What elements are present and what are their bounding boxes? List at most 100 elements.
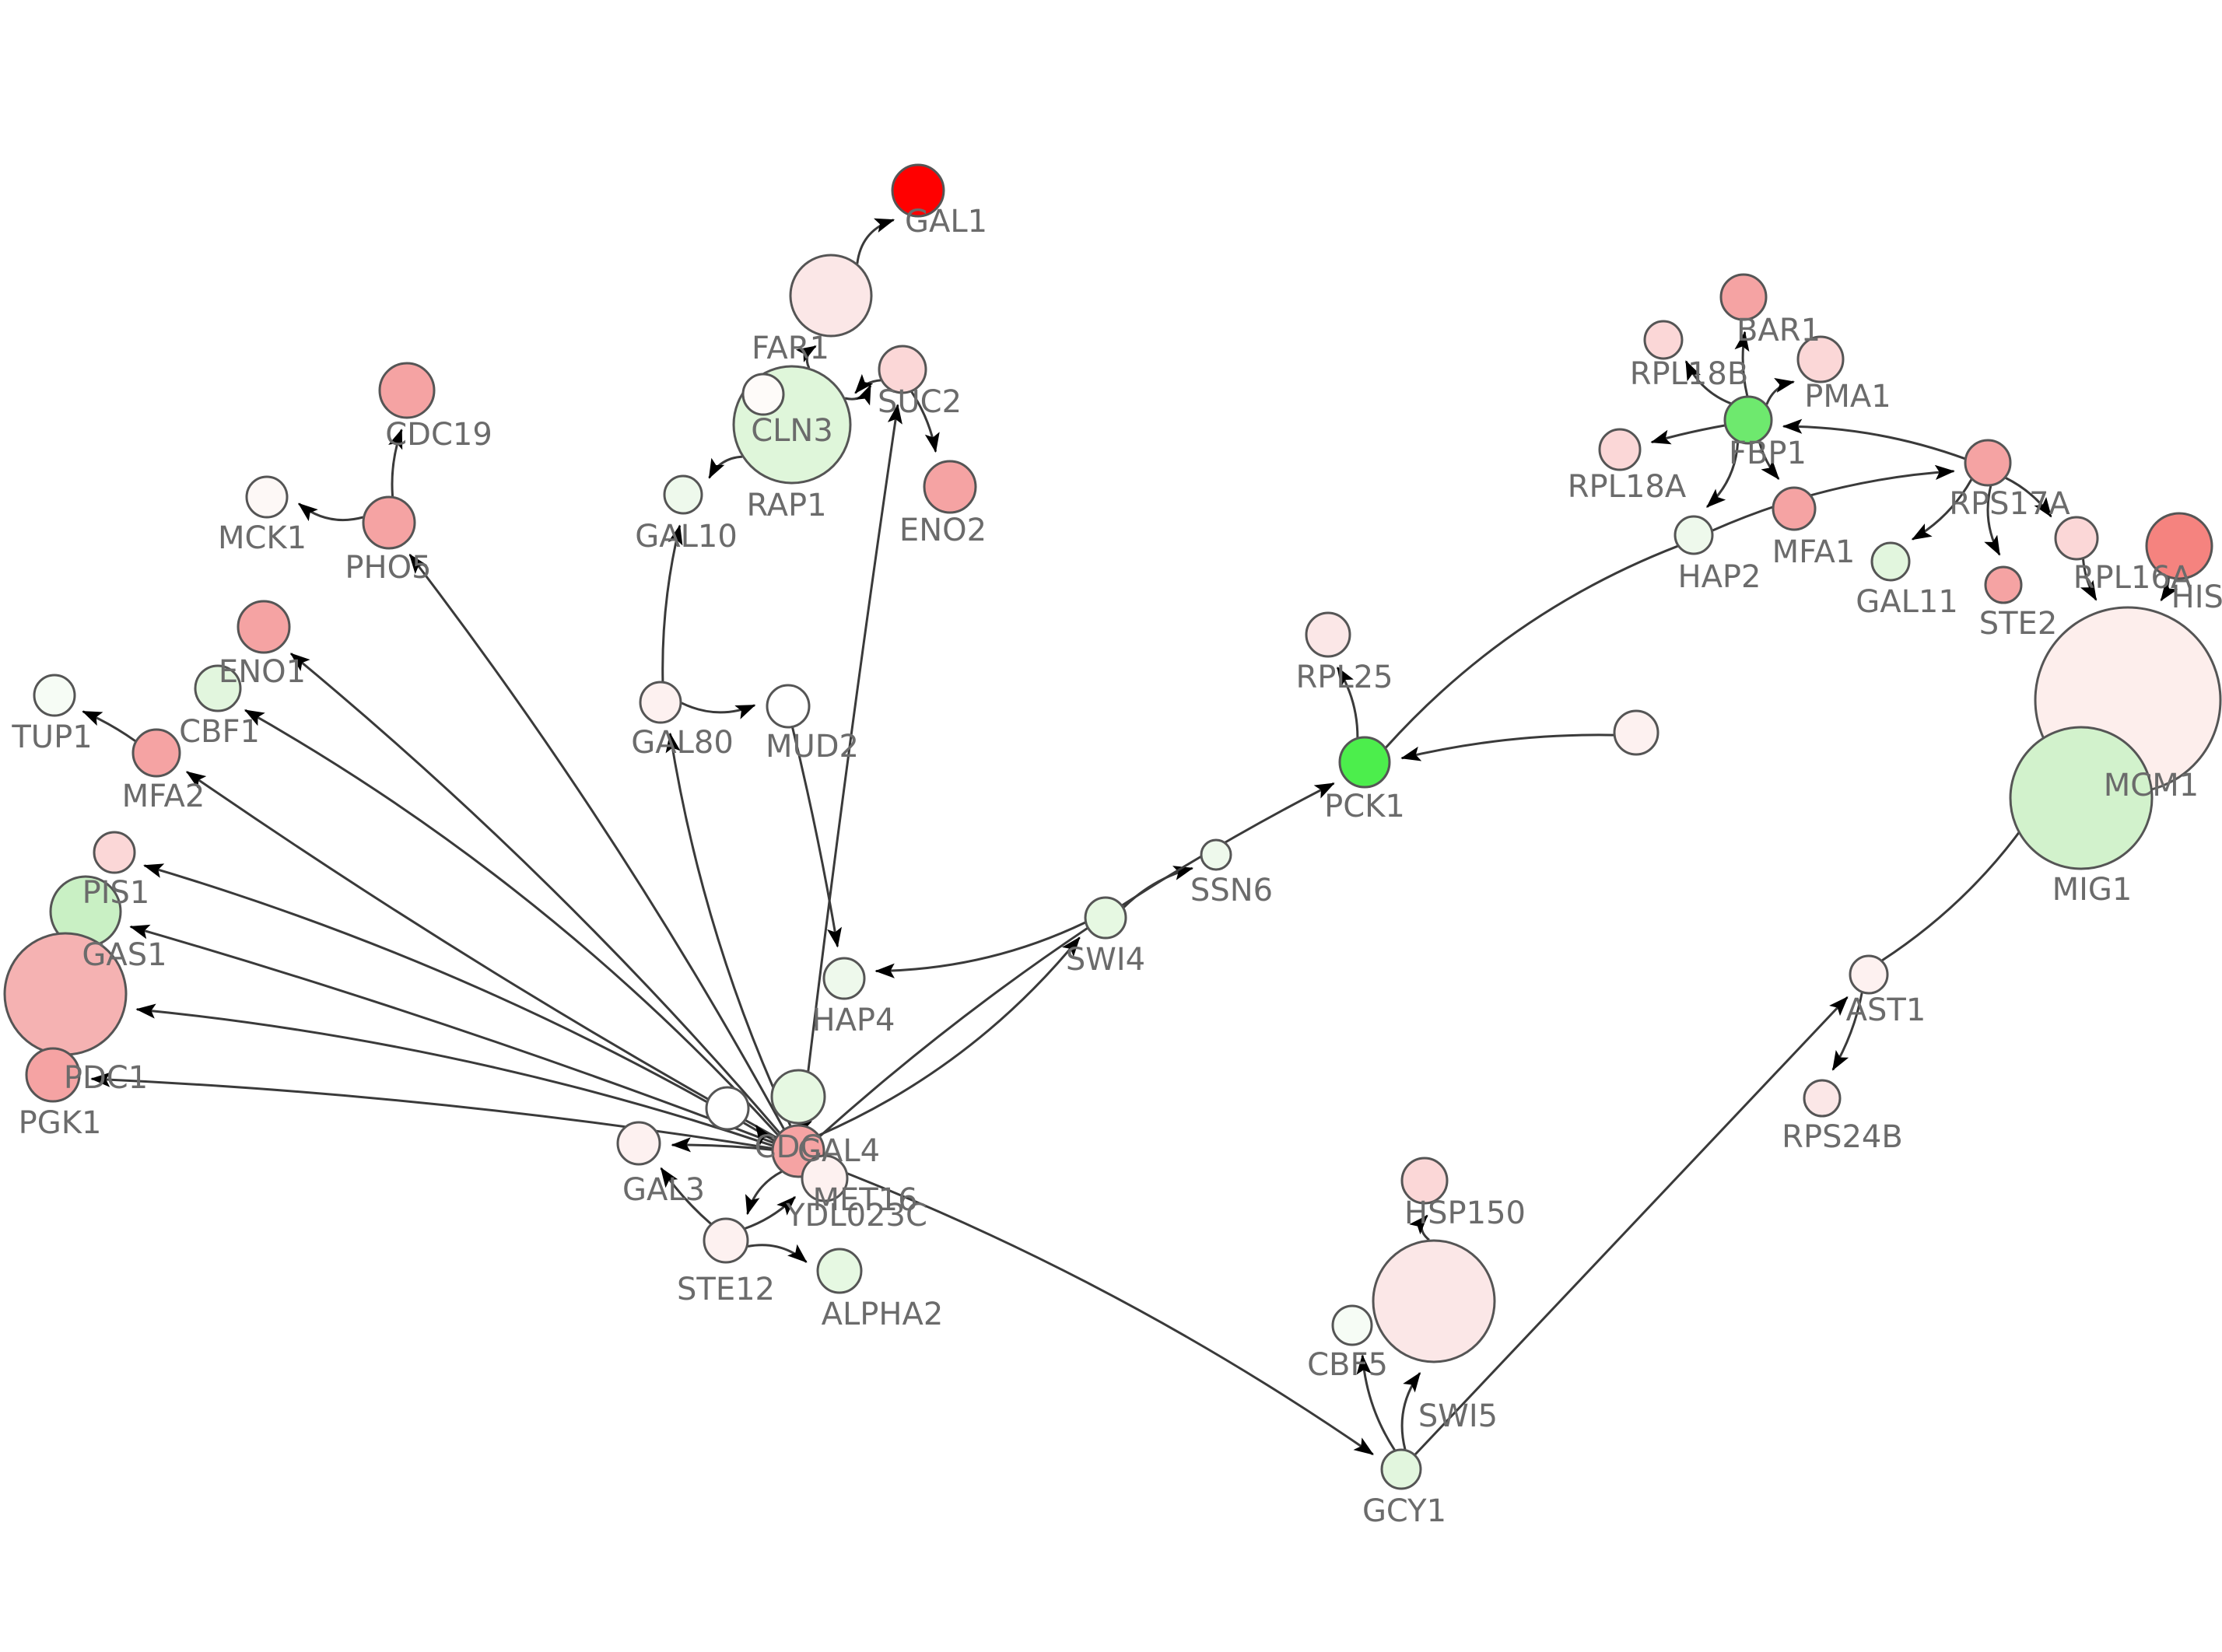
edge-gal4-to-pck1	[818, 782, 1335, 1137]
node-tup1[interactable]	[33, 674, 76, 717]
node-ast1[interactable]	[1849, 954, 1889, 995]
edge-gal4-to-swi4	[818, 936, 1081, 1136]
node-pgk1[interactable]	[25, 1047, 81, 1103]
node-mck1[interactable]	[245, 475, 289, 519]
node-label-cdc19: CDC19	[385, 417, 492, 453]
node-label-alpha2: ALPHA2	[822, 1297, 944, 1332]
nodes-layer	[3, 163, 2222, 1490]
node-cdc68[interactable]	[705, 1086, 750, 1131]
edge-gcy1-to-cbf5	[1356, 1354, 1396, 1451]
node-label-far1: FAR1	[752, 331, 829, 366]
node-rpl25[interactable]	[1305, 611, 1351, 658]
node-ste2[interactable]	[1984, 565, 2023, 604]
edge-gal4-to-eno1	[289, 653, 780, 1134]
node-label-mig1: MIG1	[2052, 872, 2133, 908]
node-label-gas1: GAS1	[82, 937, 166, 973]
node-cdc19[interactable]	[378, 362, 436, 419]
edge-ste12-to-alpha2	[747, 1244, 808, 1263]
node-rps17a[interactable]	[1964, 439, 2012, 487]
edge-mfa2-to-tup1	[82, 710, 136, 743]
node-fbp1[interactable]	[1723, 395, 1773, 445]
node-label-pho5: PHO5	[345, 550, 431, 586]
node-label-gal1: GAL1	[905, 204, 987, 240]
edge-fbp1-to-rpl18a	[1650, 424, 1726, 445]
node-eno2[interactable]	[923, 460, 977, 514]
node-node-u1[interactable]	[1613, 709, 1659, 756]
node-label-rpl25: RPL25	[1295, 660, 1393, 695]
node-label-mfa1: MFA1	[1772, 534, 1856, 570]
edge-gal4-to-pdc1	[135, 1003, 773, 1147]
edge-gal4-to-ste12	[745, 1171, 783, 1216]
node-label-fbp1: FBP1	[1729, 436, 1807, 471]
edge-pho5-to-mck1	[297, 502, 364, 522]
node-mfa1[interactable]	[1772, 486, 1817, 531]
node-label-ast1: AST1	[1846, 992, 1926, 1028]
node-gal10[interactable]	[663, 474, 703, 515]
edge-gal4-to-gal80	[665, 732, 792, 1127]
node-label-rap1: RAP1	[746, 488, 826, 523]
node-pho5[interactable]	[362, 495, 416, 550]
edge-fbp1-to-rpl18b	[1684, 360, 1732, 405]
edge-gal4-to-pgk1	[90, 1072, 773, 1150]
node-mud2[interactable]	[766, 684, 811, 729]
node-pis1[interactable]	[93, 831, 136, 874]
node-hsp150[interactable]	[1400, 1157, 1449, 1205]
edge-suc2-to-eno2	[910, 390, 940, 453]
edge-rps17a-to-fbp1	[1782, 418, 1966, 460]
node-label-hap4: HAP4	[811, 1003, 895, 1038]
node-ste12[interactable]	[703, 1217, 749, 1264]
node-label-rpl16a: RPL16A	[2073, 560, 2192, 596]
node-label-pdc1: PDC1	[64, 1060, 148, 1096]
node-suc2[interactable]	[878, 345, 927, 394]
node-gal80[interactable]	[639, 681, 682, 724]
node-his4[interactable]	[2145, 512, 2213, 580]
node-pck1[interactable]	[1338, 736, 1391, 789]
node-gal11[interactable]	[1870, 541, 1911, 582]
node-cbf1[interactable]	[194, 664, 242, 712]
edge-swi4-to-hap4	[874, 921, 1086, 978]
node-mig1[interactable]	[2009, 726, 2154, 870]
node-hap4[interactable]	[822, 957, 866, 1000]
node-cbf5[interactable]	[1331, 1304, 1373, 1346]
node-label-swi5: SWI5	[1418, 1398, 1498, 1434]
edge-rps17a-to-gal11	[1911, 478, 1973, 541]
edge-ast1-to-rps24b	[1831, 992, 1863, 1071]
node-mfa2[interactable]	[131, 728, 181, 778]
node-hap2[interactable]	[1674, 515, 1714, 555]
node-gcy1[interactable]	[1380, 1448, 1422, 1490]
node-alpha2[interactable]	[816, 1248, 863, 1294]
node-label-mud2: MUD2	[766, 729, 859, 765]
node-label-rps17a: RPS17A	[1949, 486, 2070, 522]
edge-fbp1-to-hap2	[1705, 441, 1740, 508]
node-gal1[interactable]	[891, 163, 945, 218]
node-label-cbf5: CBF5	[1307, 1347, 1388, 1383]
edge-rps17a-to-ste2	[1984, 485, 2001, 556]
node-rpl18a[interactable]	[1598, 428, 1642, 471]
node-bar1[interactable]	[1719, 273, 1768, 321]
edge-pck1-to-rpl25	[1336, 667, 1359, 738]
node-label-pgk1: PGK1	[19, 1105, 102, 1141]
node-far1[interactable]	[789, 254, 873, 338]
edge-mud2-to-hap4	[791, 727, 842, 948]
edge-cln3-to-far1	[795, 345, 817, 369]
node-swi4[interactable]	[1084, 896, 1127, 940]
node-label-gal80: GAL80	[631, 725, 734, 761]
edge-gal4-to-cbf1	[244, 709, 779, 1136]
node-eno1[interactable]	[237, 600, 291, 654]
node-rpl16a[interactable]	[2054, 516, 2099, 561]
node-rpl18b[interactable]	[1643, 320, 1684, 360]
node-label-gcy1: GCY1	[1362, 1493, 1446, 1529]
node-swi5[interactable]	[1372, 1239, 1496, 1363]
node-ssn6[interactable]	[1200, 838, 1232, 871]
node-gal3[interactable]	[616, 1121, 661, 1166]
edge-node-u1-to-pck1	[1400, 733, 1614, 761]
node-label-mck1: MCK1	[218, 520, 307, 556]
node-met16[interactable]	[770, 1069, 826, 1125]
node-rap1[interactable]	[741, 373, 785, 416]
node-label-gal4: GAL4	[797, 1133, 880, 1169]
node-pma1[interactable]	[1796, 335, 1845, 383]
node-rps24b[interactable]	[1803, 1079, 1842, 1118]
node-ydl023c[interactable]	[801, 1154, 849, 1202]
edge-pck1-to-hap2	[1385, 544, 1678, 749]
